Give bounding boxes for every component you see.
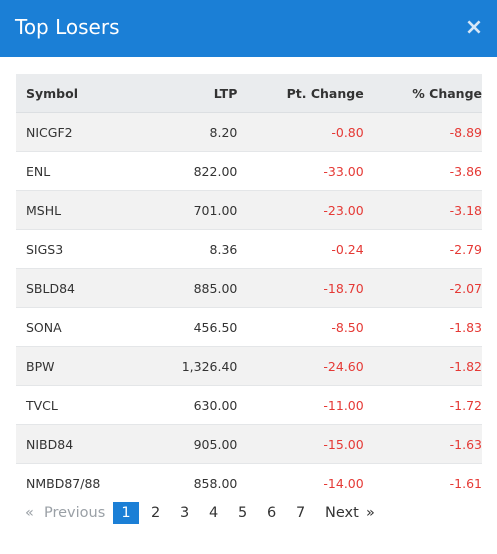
cell-symbol[interactable]: NIBD84 <box>16 424 133 464</box>
table-row[interactable]: MSHL 701.00 -23.00 -3.18 <box>16 190 482 230</box>
cell-ltp: 701.00 <box>132 190 238 230</box>
cell-pct-change: -2.07 <box>363 268 482 308</box>
cell-symbol[interactable]: SBLD84 <box>16 268 133 308</box>
cell-pt-change: -0.80 <box>237 112 364 152</box>
cell-ltp: 822.00 <box>132 151 238 191</box>
cell-ltp: 8.20 <box>132 112 238 152</box>
table-row[interactable]: NIBD84 905.00 -15.00 -1.63 <box>16 424 482 464</box>
cell-symbol[interactable]: ENL <box>16 151 133 191</box>
cell-ltp: 858.00 <box>132 463 238 502</box>
cell-pct-change: -1.83 <box>363 307 482 347</box>
next-page-button[interactable]: Next <box>325 505 359 521</box>
cell-ltp: 905.00 <box>132 424 238 464</box>
cell-pt-change: -18.70 <box>237 268 364 308</box>
table-row[interactable]: SONA 456.50 -8.50 -1.83 <box>16 307 482 347</box>
page-button-6[interactable]: 6 <box>267 505 277 521</box>
table-row[interactable]: NICGF2 8.20 -0.80 -8.89 <box>16 112 482 152</box>
column-header-ltp[interactable]: LTP <box>132 74 238 113</box>
page-button-3[interactable]: 3 <box>180 505 190 521</box>
page-button-1[interactable]: 1 <box>113 502 139 524</box>
cell-pt-change: -15.00 <box>237 424 364 464</box>
cell-pct-change: -8.89 <box>363 112 482 152</box>
page-button-7[interactable]: 7 <box>296 505 306 521</box>
cell-symbol[interactable]: MSHL <box>16 190 133 230</box>
cell-pt-change: -23.00 <box>237 190 364 230</box>
column-header-pt-change[interactable]: Pt. Change <box>237 74 364 113</box>
table-header-row: Symbol LTP Pt. Change % Change <box>16 74 482 113</box>
dialog-title: Top Losers <box>15 15 120 39</box>
cell-symbol[interactable]: SONA <box>16 307 133 347</box>
table-row[interactable]: ENL 822.00 -33.00 -3.86 <box>16 151 482 191</box>
close-icon[interactable]: × <box>464 15 484 40</box>
cell-pct-change: -3.18 <box>363 190 482 230</box>
column-header-pct-change[interactable]: % Change <box>363 74 482 113</box>
cell-pct-change: -1.82 <box>363 346 482 386</box>
cell-pct-change: -3.86 <box>363 151 482 191</box>
cell-ltp: 456.50 <box>132 307 238 347</box>
table-row[interactable]: NMBD87/88 858.00 -14.00 -1.61 <box>16 463 482 502</box>
cell-symbol[interactable]: NMBD87/88 <box>16 463 133 502</box>
cell-symbol[interactable]: SIGS3 <box>16 229 133 269</box>
cell-pt-change: -24.60 <box>237 346 364 386</box>
cell-symbol[interactable]: BPW <box>16 346 133 386</box>
column-header-symbol[interactable]: Symbol <box>16 74 133 113</box>
cell-pt-change: -33.00 <box>237 151 364 191</box>
cell-pt-change: -14.00 <box>237 463 364 502</box>
previous-arrow-icon: « <box>25 505 34 521</box>
next-arrow-icon[interactable]: » <box>366 505 375 521</box>
cell-symbol[interactable]: TVCL <box>16 385 133 425</box>
page-button-2[interactable]: 2 <box>151 505 161 521</box>
cell-ltp: 885.00 <box>132 268 238 308</box>
table-row[interactable]: TVCL 630.00 -11.00 -1.72 <box>16 385 482 425</box>
cell-pt-change: -0.24 <box>237 229 364 269</box>
page-button-4[interactable]: 4 <box>209 505 219 521</box>
cell-pt-change: -8.50 <box>237 307 364 347</box>
cell-pct-change: -1.72 <box>363 385 482 425</box>
cell-pct-change: -2.79 <box>363 229 482 269</box>
cell-ltp: 1,326.40 <box>132 346 238 386</box>
dialog-header: Top Losers × <box>0 0 497 57</box>
table-row[interactable]: SIGS3 8.36 -0.24 -2.79 <box>16 229 482 269</box>
cell-pt-change: -11.00 <box>237 385 364 425</box>
top-losers-table: Symbol LTP Pt. Change % Change NICGF2 8.2… <box>16 74 482 502</box>
table-row[interactable]: SBLD84 885.00 -18.70 -2.07 <box>16 268 482 308</box>
cell-symbol[interactable]: NICGF2 <box>16 112 133 152</box>
cell-pct-change: -1.61 <box>363 463 482 502</box>
page-button-5[interactable]: 5 <box>238 505 248 521</box>
cell-ltp: 8.36 <box>132 229 238 269</box>
cell-pct-change: -1.63 <box>363 424 482 464</box>
cell-ltp: 630.00 <box>132 385 238 425</box>
previous-page-button[interactable]: Previous <box>44 505 106 521</box>
table-row[interactable]: BPW 1,326.40 -24.60 -1.82 <box>16 346 482 386</box>
